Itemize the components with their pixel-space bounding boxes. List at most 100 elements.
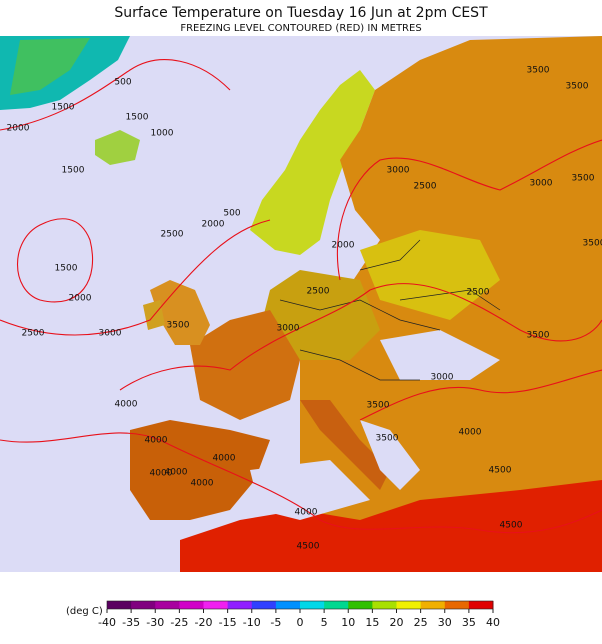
colorbar-tick-label: -30 (146, 616, 164, 629)
contour-label: 4000 (191, 479, 214, 489)
britain (150, 280, 210, 345)
contour-label: 2500 (414, 182, 437, 192)
borders (279, 239, 501, 381)
contour-label: 2000 (332, 241, 355, 251)
colorbar-tick-label: 15 (365, 616, 379, 629)
iberia (130, 420, 270, 520)
colorbar-segment (107, 601, 132, 609)
contour-label: 3000 (277, 324, 300, 334)
mediterranean (250, 460, 370, 520)
colorbar-segment (131, 601, 156, 609)
contour-label: 3500 (583, 239, 602, 249)
colorbar-tick-label: 35 (462, 616, 476, 629)
contour-label: 3000 (530, 179, 553, 189)
colorbar-tick-label: -5 (270, 616, 281, 629)
colorbar-tick-label: 10 (341, 616, 355, 629)
greenland-inner (10, 38, 90, 95)
colorbar-segment (468, 601, 494, 609)
contour-label: 4500 (297, 542, 320, 552)
contour-label: 4000 (165, 468, 188, 478)
colorbar-tick-label: 25 (414, 616, 428, 629)
colorbar-tick-label: -35 (122, 616, 140, 629)
contour-label: 3000 (431, 373, 454, 383)
contour-label: 1500 (52, 103, 75, 113)
colorbar-segment (300, 601, 325, 609)
north-africa (180, 480, 602, 572)
colorbar-segment (155, 601, 180, 609)
contour-label: 3500 (376, 434, 399, 444)
colorbar-tick-label: 0 (297, 616, 304, 629)
contour-line (119, 282, 602, 391)
central-europe (260, 270, 380, 360)
contour-label: 4500 (500, 521, 523, 531)
contour-line (0, 59, 231, 131)
colorbar: -40 -35 -30 -25 -20 -15 -10 -5 0 5 10 15 20 25 30 35 40 (98, 600, 500, 629)
contour-line (0, 219, 271, 336)
contour-line (17, 218, 94, 303)
colorbar-segment (251, 601, 277, 609)
subtitle: FREEZING LEVEL CONTOURED (RED) IN METRES (180, 23, 421, 34)
contour-label: 1000 (151, 129, 174, 139)
contour-label: 2500 (22, 329, 45, 339)
contour-line (336, 139, 602, 281)
adriatic (360, 420, 420, 490)
contour-label: 500 (114, 78, 131, 88)
contour-label: 1500 (126, 113, 149, 123)
colorbar-segment (372, 601, 397, 609)
colorbar-segment (179, 601, 204, 609)
colorbar-tick-label: -40 (98, 616, 116, 629)
contour-label: 2500 (161, 230, 184, 240)
contour-line (0, 432, 602, 534)
colorbar-segment (444, 601, 470, 609)
black-sea (380, 330, 500, 380)
colorbar-segment (275, 601, 301, 609)
colorbar-segment (396, 601, 422, 609)
contour-label: 3500 (527, 331, 550, 341)
colorbar-segment (324, 601, 349, 609)
legend-label: (deg C) (66, 606, 103, 617)
colorbar-tick-label: -15 (219, 616, 237, 629)
italy (300, 400, 390, 490)
colorbar-segment (227, 601, 253, 609)
contour-label: 3500 (167, 321, 190, 331)
contour-label: 3000 (99, 329, 122, 339)
contour-label: 2000 (202, 220, 225, 230)
baltic-plain (360, 230, 500, 320)
contour-label: 4000 (145, 436, 168, 446)
contour-label: 2000 (69, 294, 92, 304)
contour-label: 4500 (489, 466, 512, 476)
colorbar-tick-label: -20 (195, 616, 213, 629)
contour-label: 3500 (527, 66, 550, 76)
contour-label: 4000 (459, 428, 482, 438)
france (190, 310, 300, 420)
contour-label: 4000 (115, 400, 138, 410)
map (0, 36, 602, 572)
contour-label: 2500 (467, 288, 490, 298)
contour-label: 3500 (367, 401, 390, 411)
colorbar-segment (203, 601, 229, 609)
contour-line (359, 369, 602, 421)
colorbar-tick-label: 20 (390, 616, 404, 629)
iceland (95, 130, 140, 165)
scandinavia-west (250, 70, 375, 255)
colorbar-tick-label: -25 (170, 616, 188, 629)
colorbar-segment (420, 601, 446, 609)
contour-label: 500 (223, 209, 240, 219)
contour-label: 4000 (150, 469, 173, 479)
contour-label: 2000 (7, 124, 30, 134)
colorbar-tick-label: -10 (243, 616, 261, 629)
colorbar-segment (348, 601, 373, 609)
contour-label: 2500 (307, 287, 330, 297)
contour-label: 3000 (387, 166, 410, 176)
contour-label: 4000 (295, 508, 318, 518)
contour-label: 4000 (213, 454, 236, 464)
contour-label: 3500 (566, 82, 589, 92)
colorbar-tick-label: 40 (486, 616, 500, 629)
colorbar-tick-label: 30 (438, 616, 452, 629)
contour-label: 3500 (572, 174, 595, 184)
colorbar-tick-label: 5 (321, 616, 328, 629)
title: Surface Temperature on Tuesday 16 Jun at… (114, 5, 488, 21)
